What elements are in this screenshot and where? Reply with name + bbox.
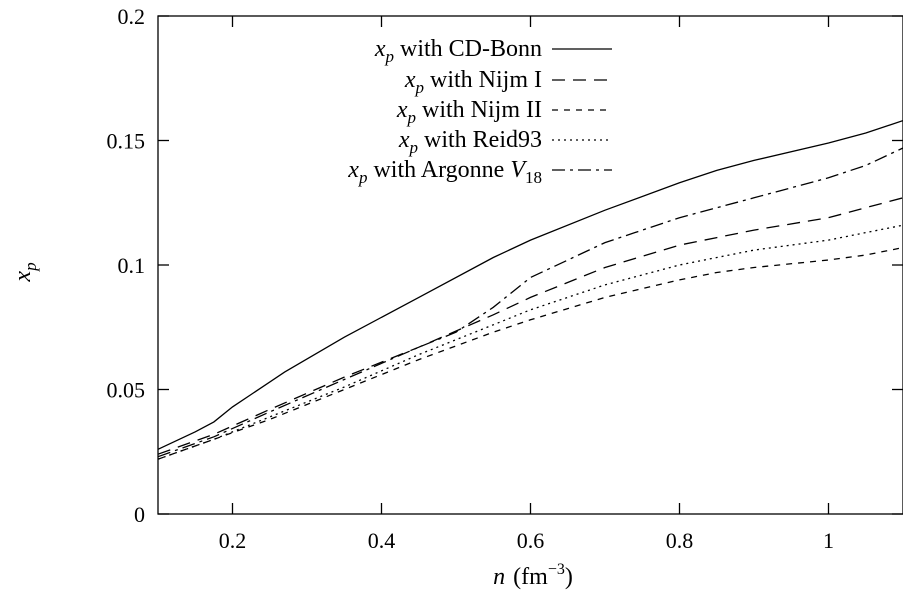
series-line-argonne (157, 147, 903, 458)
series-group (157, 119, 903, 460)
x-tick-label: 0.6 (517, 528, 545, 553)
legend-entry-label: xp with Argonne V18 (347, 157, 542, 187)
x-axis-label-close: ) (565, 564, 573, 590)
x-tick-label: 1 (823, 528, 834, 553)
y-axis-label-base: x (10, 271, 36, 283)
y-axis-label-sub: p (21, 262, 40, 272)
series-line-cd-bonn (157, 119, 903, 450)
x-tick-label: 0.8 (666, 528, 694, 553)
x-axis-label-exponent: −3 (548, 561, 565, 578)
y-tick-label: 0.1 (118, 253, 146, 278)
x-tick-label: 0.2 (219, 528, 247, 553)
series-line-nijm-i (157, 197, 903, 455)
series-line-nijm-ii (157, 246, 903, 460)
legend-entry-label: xp with Reid93 (398, 127, 542, 157)
x-tick-label: 0.4 (368, 528, 396, 553)
x-axis-label-symbol: n (493, 564, 505, 590)
y-tick-label: 0.15 (107, 129, 146, 154)
axis-ticks: 0.2 0.4 0.6 0.8 1 0 0.05 0.1 0.15 0.2 (107, 4, 903, 553)
legend-entry-label: xp with Nijm II (396, 97, 542, 127)
y-tick-label: 0.2 (118, 4, 146, 29)
legend-entry-label: xp with Nijm I (404, 67, 542, 97)
y-tick-label: 0.05 (107, 378, 146, 403)
y-tick-label: 0 (134, 502, 145, 527)
legend-entry-label: xp with CD-Bonn (374, 36, 542, 66)
x-axis-label-unit: (fm (513, 564, 548, 590)
series-line-reid93 (157, 224, 903, 460)
y-axis-label: xp (10, 262, 40, 282)
x-axis-label: n (fm−3) (493, 561, 573, 590)
